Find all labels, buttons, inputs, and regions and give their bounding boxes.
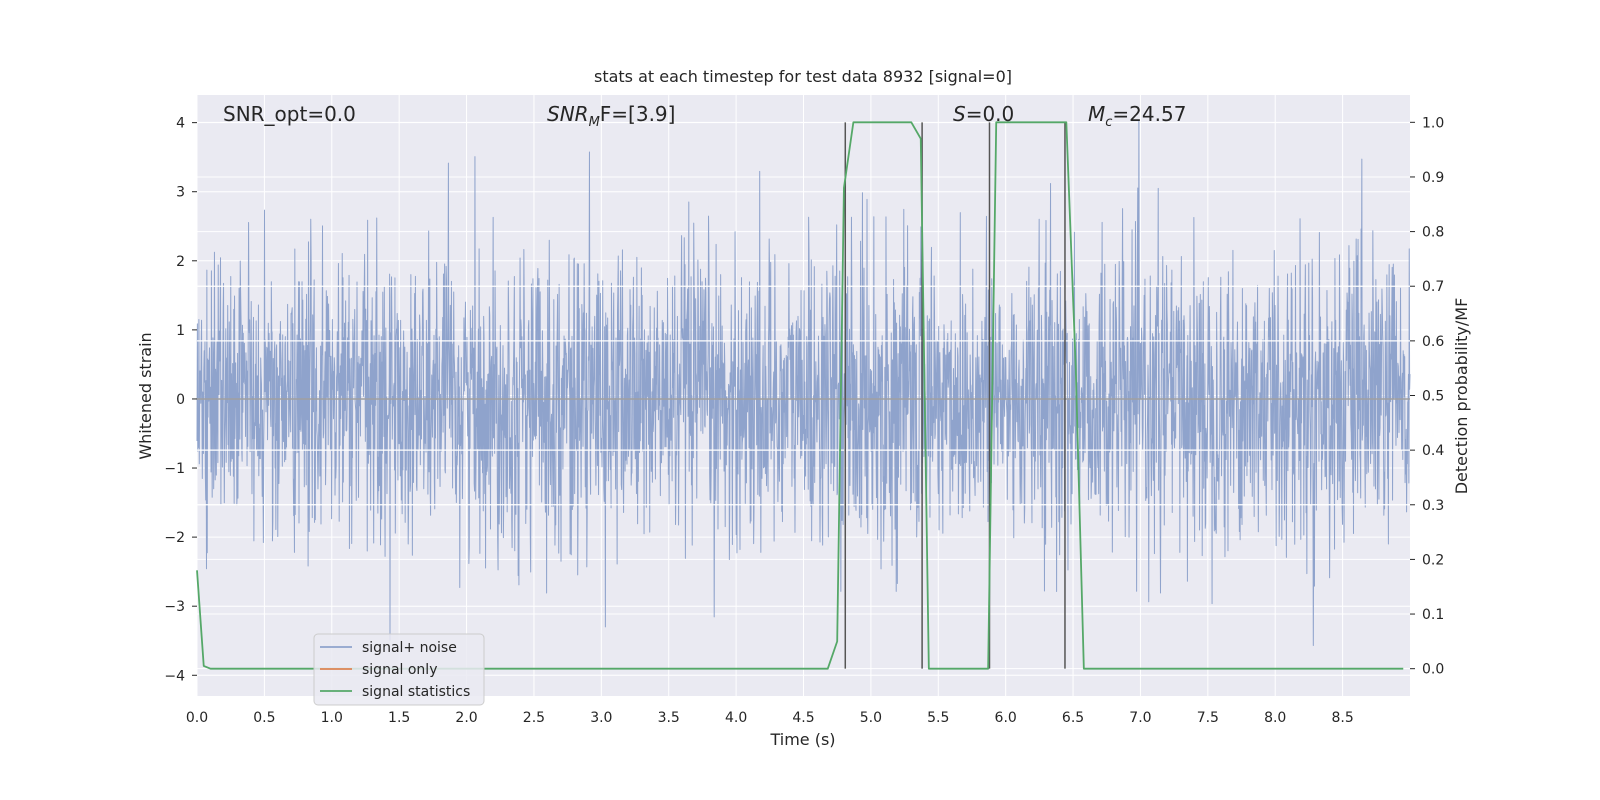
y-tick-label: 1 bbox=[176, 323, 185, 339]
x-tick-label: 6.5 bbox=[1062, 710, 1084, 726]
x-tick-label: 2.0 bbox=[455, 710, 477, 726]
x-tick-label: 4.5 bbox=[792, 710, 814, 726]
x-tick-label: 5.0 bbox=[860, 710, 882, 726]
legend-label: signal only bbox=[362, 662, 437, 678]
y-tick-label: 3 bbox=[176, 185, 185, 201]
y2-tick-label: 1.0 bbox=[1422, 115, 1444, 131]
x-tick-label: 1.5 bbox=[388, 710, 410, 726]
signal-noise-series bbox=[196, 121, 1411, 646]
y2-tick-label: 0.9 bbox=[1422, 170, 1444, 186]
x-tick-label: 2.5 bbox=[523, 710, 545, 726]
y-tick-label: −4 bbox=[164, 668, 185, 684]
legend-label: signal+ noise bbox=[362, 640, 457, 656]
signal-statistics-series bbox=[196, 121, 1404, 670]
y-tick-label: 0 bbox=[176, 392, 185, 408]
annotations: SNR_opt=0.0 SNRMF=[3.9] S=0.0 Mc=24.57 bbox=[223, 102, 1186, 130]
y2-tick-label: 0.4 bbox=[1422, 443, 1444, 459]
x-axis-label: Time (s) bbox=[769, 730, 835, 749]
legend-label: signal statistics bbox=[362, 684, 470, 700]
y2-tick-label: 0.2 bbox=[1422, 552, 1444, 568]
annotation-s: S=0.0 bbox=[953, 102, 1014, 126]
x-tick-label: 7.0 bbox=[1129, 710, 1151, 726]
y-tick-label: −2 bbox=[164, 530, 185, 546]
y2-tick-label: 0.7 bbox=[1422, 279, 1444, 295]
y2-axis-label: Detection probability/MF bbox=[1452, 298, 1471, 495]
y2-tick-label: 0.1 bbox=[1422, 607, 1444, 623]
x-tick-label: 3.0 bbox=[590, 710, 612, 726]
y2-tick-label: 0.8 bbox=[1422, 225, 1444, 241]
y-axis-label: Whitened strain bbox=[136, 332, 155, 459]
x-tick-label: 8.0 bbox=[1264, 710, 1286, 726]
x-tick-label: 6.0 bbox=[995, 710, 1017, 726]
chart-title: stats at each timestep for test data 893… bbox=[594, 67, 1012, 86]
reference-lines bbox=[197, 285, 1410, 506]
legend: signal+ noise signal only signal statistic… bbox=[313, 633, 485, 706]
legend-box bbox=[313, 633, 485, 706]
y2-tick-label: 0.0 bbox=[1422, 662, 1444, 678]
x-tick-label: 8.5 bbox=[1331, 710, 1353, 726]
annotation-snr-opt: SNR_opt=0.0 bbox=[223, 102, 356, 126]
signal-statistics-line bbox=[196, 121, 1404, 670]
y2-tick-label: 0.5 bbox=[1422, 389, 1444, 405]
y2-tick-label: 0.3 bbox=[1422, 498, 1444, 514]
y-tick-label: −3 bbox=[164, 599, 185, 615]
y-tick-label: −1 bbox=[164, 461, 185, 477]
x-tick-label: 1.0 bbox=[321, 710, 343, 726]
axes: 0.0 0.5 1.0 1.5 2.0 2.5 3.0 3.5 4.0 4.5 5.0 5.5 6.0 6… bbox=[164, 115, 1444, 726]
x-tick-label: 0.0 bbox=[186, 710, 208, 726]
y-tick-label: 2 bbox=[176, 254, 185, 270]
y-tick-label: 4 bbox=[176, 116, 185, 132]
x-tick-label: 5.5 bbox=[927, 710, 949, 726]
annotation-snr-mf: SNRMF=[3.9] bbox=[547, 102, 675, 130]
annotation-mc: Mc=24.57 bbox=[1088, 102, 1186, 130]
signal-noise-line bbox=[196, 121, 1411, 646]
x-tick-label: 7.5 bbox=[1197, 710, 1219, 726]
y2-tick-label: 0.6 bbox=[1422, 334, 1444, 350]
x-tick-label: 4.0 bbox=[725, 710, 747, 726]
x-tick-label: 3.5 bbox=[658, 710, 680, 726]
x-tick-label: 0.5 bbox=[253, 710, 275, 726]
